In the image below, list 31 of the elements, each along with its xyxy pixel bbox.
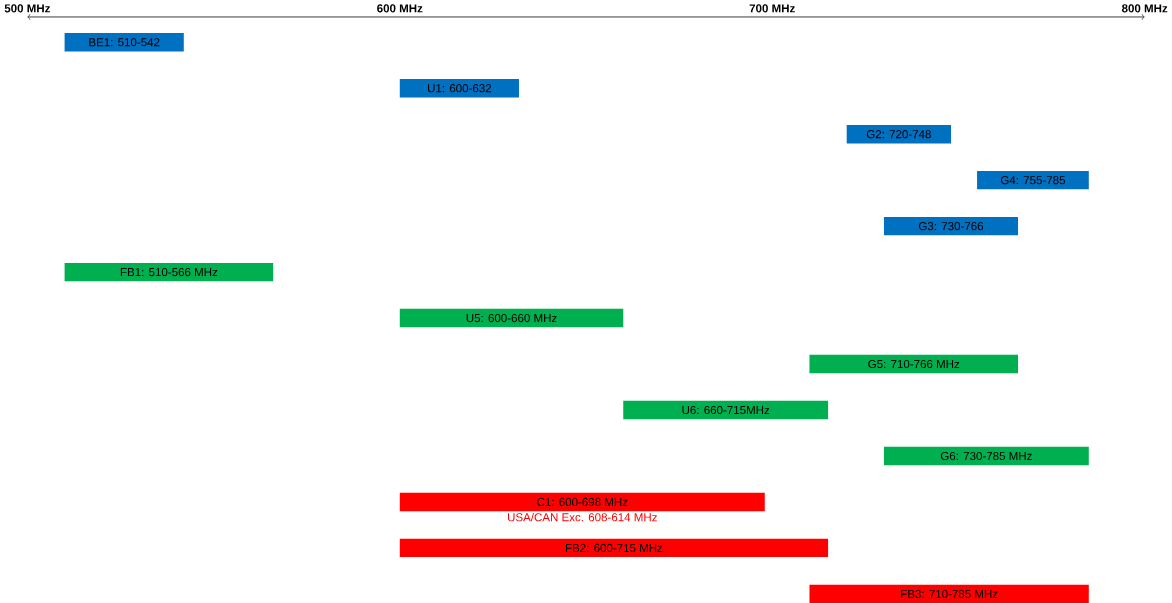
y-tick-label: BE1: 510-542 bbox=[89, 38, 160, 47]
x-tick-label: 800 MHz bbox=[1121, 4, 1168, 13]
bar bbox=[883, 216, 1019, 236]
bar bbox=[846, 124, 951, 144]
y-tick-label: G6: 730-785 MHz bbox=[940, 451, 1032, 461]
bar bbox=[809, 354, 1019, 374]
y-tick-label: G5: 710-766 MHz bbox=[868, 359, 960, 369]
y-tick-label: C1: 600-698 MHz bbox=[537, 497, 628, 506]
bar bbox=[809, 584, 1089, 603]
data-label: USA/CAN Exc. 608-614 MHz bbox=[507, 512, 657, 522]
bar bbox=[977, 170, 1089, 190]
bar bbox=[399, 78, 519, 98]
x-tick-label: 500 MHz bbox=[4, 4, 50, 13]
bar bbox=[399, 308, 624, 328]
y-tick-label: FB3: 710-785 MHz bbox=[901, 589, 998, 598]
y-tick-label: G2: 720-748 bbox=[866, 130, 931, 139]
bar bbox=[399, 538, 829, 558]
y-tick-label: FB2: 600-715 MHz bbox=[565, 543, 663, 552]
bar bbox=[883, 446, 1089, 466]
y-tick-label: G3: 730-766 bbox=[918, 222, 984, 231]
y-tick-label: U1: 600-632 bbox=[428, 84, 492, 93]
x-tick-label: 700 MHz bbox=[749, 4, 795, 13]
y-tick-label: U5: 600-660 MHz bbox=[466, 313, 557, 323]
x-tick-label: 600 MHz bbox=[377, 4, 423, 13]
bar bbox=[623, 400, 829, 420]
bar bbox=[64, 33, 184, 52]
y-tick-label: FB1: 510-566 MHz bbox=[120, 267, 218, 277]
bar bbox=[399, 492, 765, 512]
bar bbox=[64, 262, 274, 282]
y-tick-label: G4: 755-785 bbox=[1000, 176, 1066, 185]
y-tick-label: U6: 660-715MHz bbox=[682, 405, 770, 415]
